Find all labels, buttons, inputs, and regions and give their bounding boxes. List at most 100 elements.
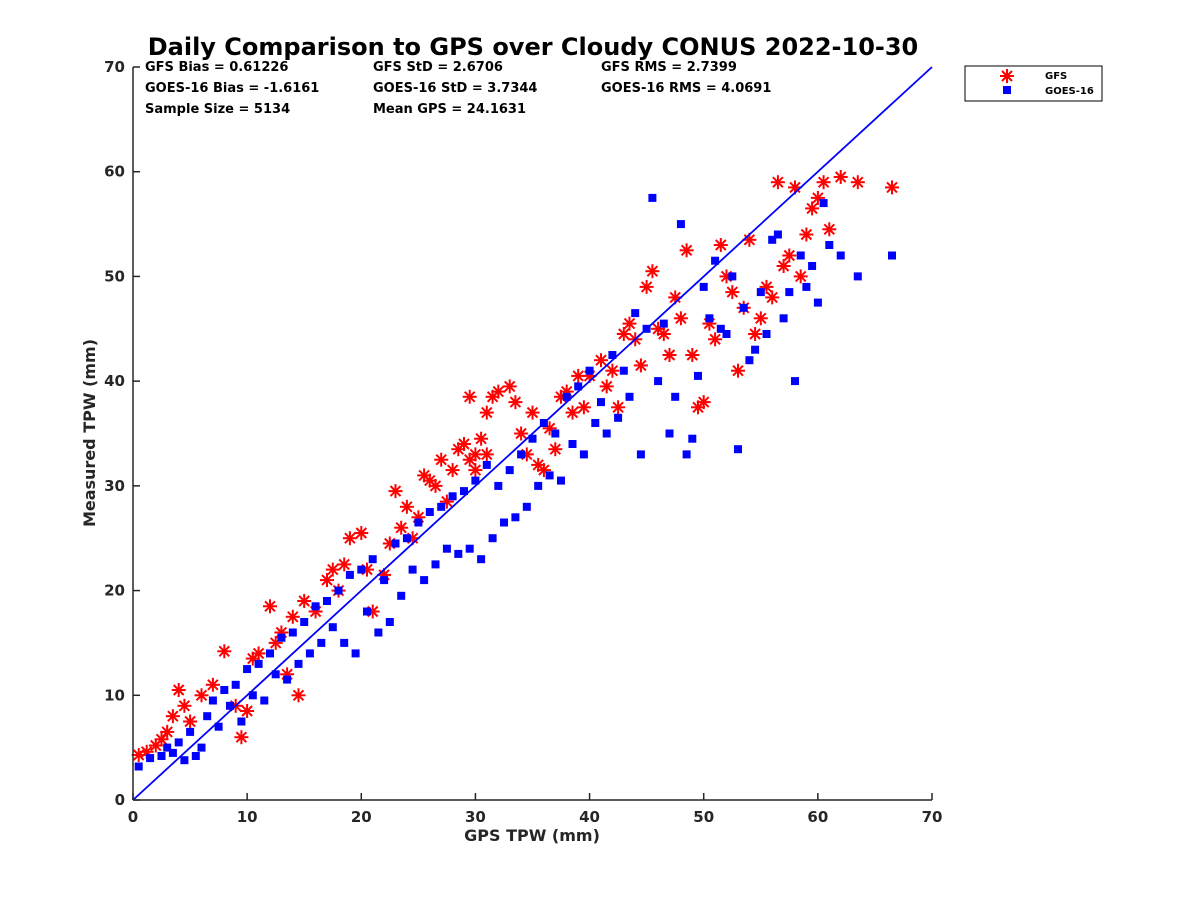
goes16-point — [220, 686, 229, 694]
gfs-point — [656, 327, 671, 341]
goes16-point — [345, 570, 354, 579]
goes16-point — [597, 398, 605, 407]
goes16-point — [591, 419, 600, 427]
goes16-point — [785, 288, 794, 297]
gfs-point — [462, 389, 477, 404]
gfs-point — [850, 175, 865, 190]
goes16-point — [825, 241, 834, 249]
goes16-point — [722, 330, 731, 338]
one-to-one-line — [132, 66, 933, 801]
goes16-point — [614, 413, 623, 422]
gfs-point — [457, 437, 471, 451]
goes16-point — [699, 282, 708, 291]
goes16-point — [494, 481, 503, 490]
goes16-point — [728, 272, 737, 281]
x-axis-label: GPS TPW (mm) — [464, 826, 600, 845]
gfs-point — [285, 609, 300, 624]
goes16-point — [208, 696, 217, 705]
goes16-point — [711, 256, 720, 265]
gfs-point — [770, 175, 785, 190]
goes16-point — [334, 586, 343, 595]
goes16-point — [237, 717, 246, 726]
gfs-point — [622, 316, 637, 331]
stat-gfs-std: GFS StD = 2.6706 — [373, 60, 503, 75]
gfs-point — [639, 279, 654, 294]
gfs-point — [594, 353, 608, 368]
stat-goes-rms: GOES-16 RMS = 4.0691 — [601, 81, 771, 96]
goes16-point — [557, 476, 565, 485]
goes16-point — [853, 272, 862, 281]
goes16-point — [340, 638, 349, 647]
x-tick-label: 30 — [465, 808, 486, 826]
gfs-point — [713, 238, 728, 252]
goes16-point — [277, 633, 286, 642]
gfs-point — [354, 526, 369, 540]
y-axis-label: Measured TPW (mm) — [80, 339, 99, 527]
x-tick-label: 70 — [922, 808, 943, 826]
gfs-point — [782, 248, 797, 263]
gfs-point — [428, 478, 443, 493]
x-tick-label: 60 — [807, 808, 828, 826]
goes16-point — [271, 670, 280, 679]
goes16-point — [317, 638, 326, 647]
gfs-point — [605, 363, 620, 378]
goes16-point — [437, 502, 446, 511]
axes: 0 10 20 30 40 50 60 70 0 10 20 30 40 50 60 70 — [104, 58, 942, 826]
goes16-point — [654, 377, 663, 386]
goes16-point — [802, 282, 811, 291]
goes16-point — [254, 659, 263, 668]
goes16-point — [505, 466, 514, 475]
goes16-point — [522, 502, 531, 511]
goes16-point — [168, 748, 177, 757]
gfs-point — [434, 452, 449, 467]
gfs-point — [194, 688, 209, 703]
stat-mean-gps: Mean GPS = 24.1631 — [373, 102, 526, 117]
x-tick-label: 20 — [351, 808, 372, 826]
gfs-point — [171, 683, 186, 697]
goes16-point — [671, 392, 680, 401]
x-tick-label: 40 — [579, 808, 600, 826]
stat-goes-bias: GOES-16 Bias = -1.6161 — [145, 81, 319, 96]
goes16-point — [134, 762, 143, 771]
goes16-point — [471, 476, 480, 485]
goes16-point — [414, 518, 423, 527]
goes16-point — [602, 429, 611, 438]
gfs-point — [342, 531, 357, 546]
gfs-point — [154, 732, 169, 747]
goes16-point — [705, 314, 714, 323]
gfs-point — [263, 599, 277, 614]
goes16-point — [482, 460, 491, 469]
y-tick-label: 20 — [104, 582, 125, 600]
goes16-point — [585, 366, 594, 375]
goes16-point — [454, 549, 463, 558]
goes16-point — [796, 251, 805, 260]
goes16-point — [460, 487, 468, 496]
gfs-point — [633, 358, 648, 373]
gfs-point — [325, 562, 340, 577]
gfs-point — [291, 688, 306, 703]
gfs-point — [805, 201, 820, 216]
goes16-point — [260, 696, 269, 705]
gfs-point — [816, 175, 831, 190]
goes16-point — [694, 371, 702, 380]
goes16-point — [157, 752, 166, 760]
gfs-point — [616, 327, 631, 341]
goes16-point — [294, 659, 303, 668]
goes16-point — [425, 508, 434, 516]
gfs-point — [833, 170, 848, 184]
legend: GFS GOES-16 — [964, 65, 1103, 102]
gfs-point — [508, 395, 523, 410]
gfs-point — [394, 520, 409, 535]
gfs-point — [799, 227, 814, 242]
gfs-point — [645, 264, 660, 279]
gfs-point — [502, 379, 517, 394]
goes16-point — [768, 235, 777, 244]
gfs-point — [177, 698, 192, 713]
y-tick-label: 70 — [104, 58, 125, 76]
gfs-point — [576, 400, 591, 415]
gfs-point — [474, 431, 489, 446]
goes16-point — [385, 618, 394, 626]
goes16-point — [676, 220, 685, 229]
goes16-point — [665, 429, 674, 438]
gfs-point — [765, 290, 780, 305]
